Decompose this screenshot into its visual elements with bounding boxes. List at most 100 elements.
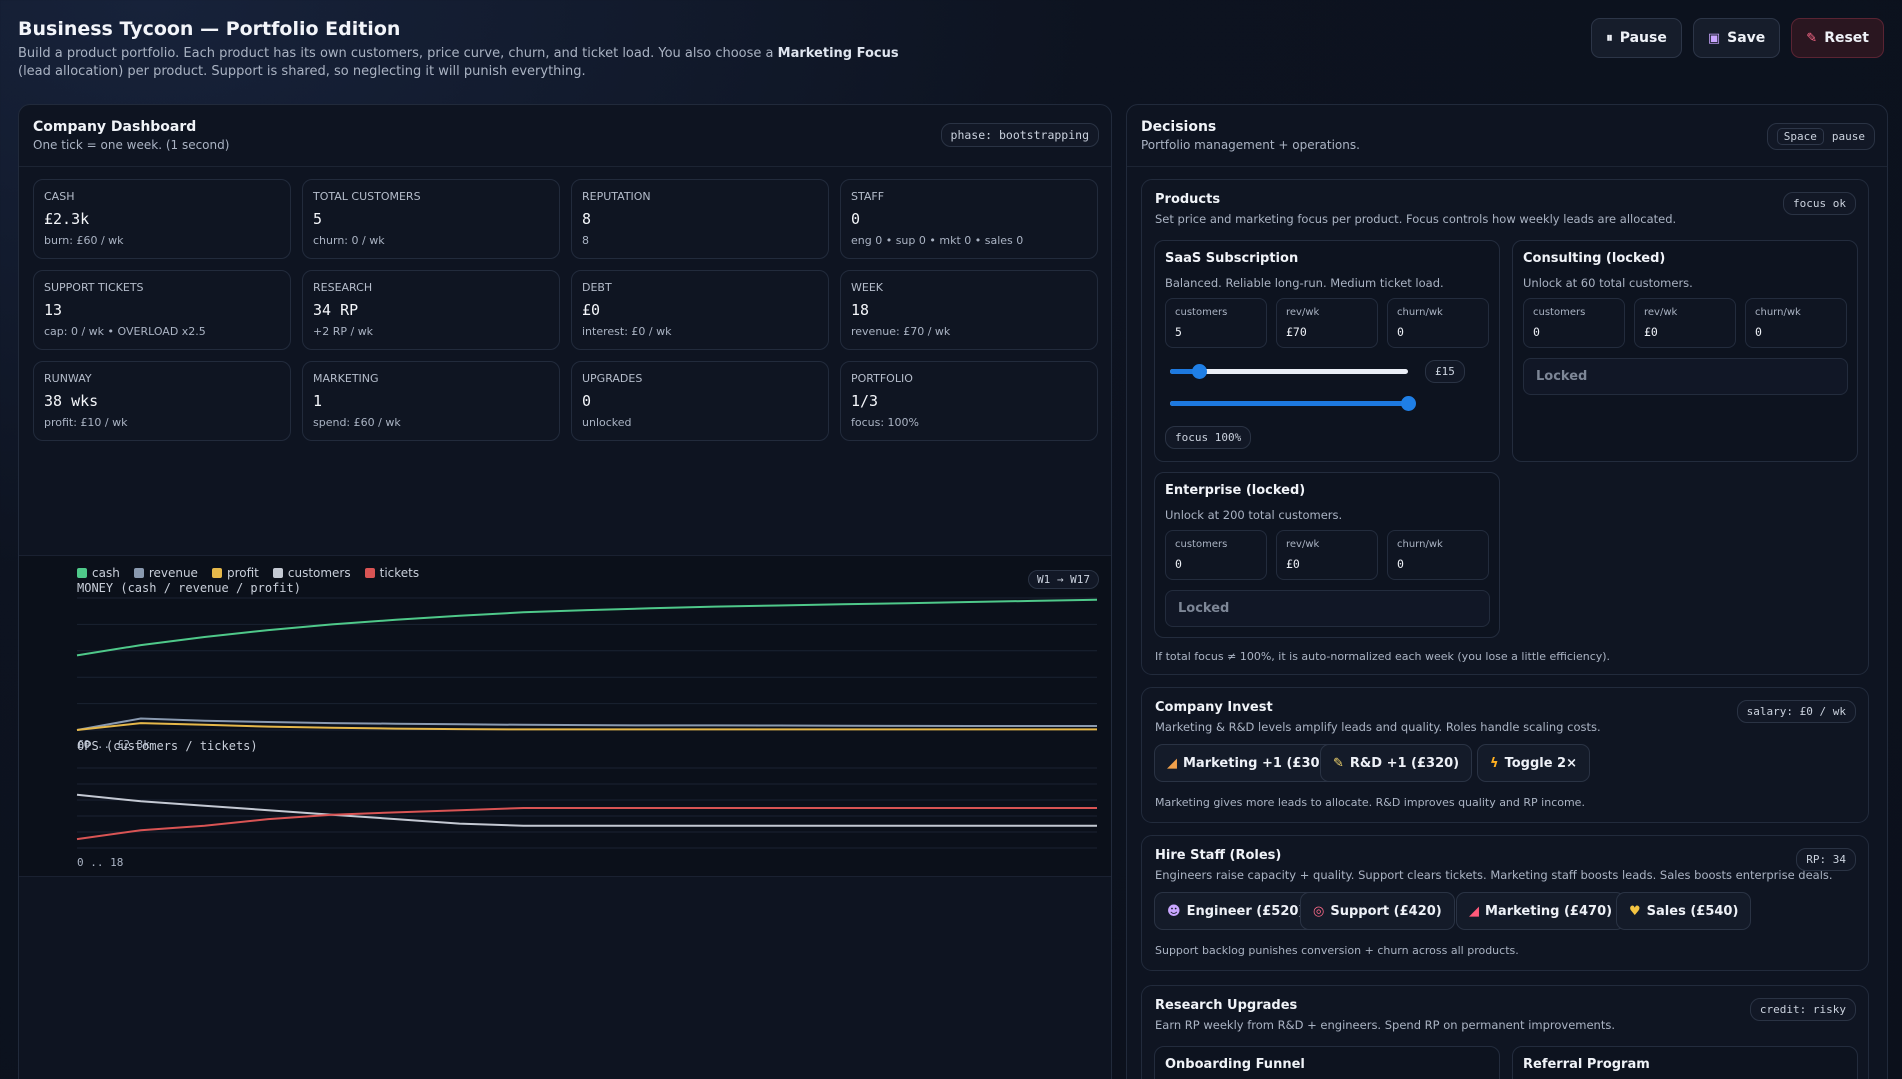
hire-support-button[interactable]: ◎ Support (£420)	[1300, 892, 1455, 930]
dashboard-subtitle: One tick = one week. (1 second)	[33, 138, 230, 152]
reset-button[interactable]: ✎ Reset	[1791, 18, 1884, 58]
chart-range-label: £0 .. £2.3k	[77, 738, 150, 751]
legend-swatch	[77, 568, 87, 578]
hire-sales-button[interactable]: ♥ Sales (£540)	[1616, 892, 1752, 930]
stat-label: Research	[313, 281, 373, 294]
product-card-consulting: Consulting (locked) Unlock at 60 total c…	[1512, 240, 1858, 462]
engineer-icon: ☻	[1167, 903, 1181, 919]
price-slider[interactable]	[1170, 364, 1408, 379]
metric-value: 0	[1397, 325, 1404, 339]
legend-swatch	[211, 568, 222, 578]
stat-card-reputation: Reputation 8 8	[571, 179, 829, 259]
toolbar: ⏸ Pause ▣ Save ✎ Reset	[1591, 18, 1884, 58]
series-line-profit	[76, 722, 1097, 731]
legend-swatch	[133, 568, 144, 578]
hire-engineer-button[interactable]: ☻ Engineer (£520)	[1154, 892, 1318, 930]
rnd-upgrade-button[interactable]: ✎ R&D +1 (£320)	[1320, 744, 1473, 782]
legend-swatch	[364, 568, 375, 578]
legend-label: customers	[287, 566, 351, 580]
stat-value: 18	[851, 301, 870, 319]
stat-sub: churn: 0 / wk	[313, 234, 385, 247]
focus-slider[interactable]	[1170, 396, 1416, 411]
decisions-header: Decisions Portfolio management + operati…	[1127, 105, 1887, 167]
series-line-cash	[76, 598, 1098, 657]
stat-label: Week	[851, 281, 883, 294]
focus-slider-handle[interactable]	[1401, 396, 1416, 411]
research-card-referral[interactable]: Referral Program	[1512, 1046, 1858, 1079]
legend-label: tickets	[379, 566, 420, 580]
stat-card-staff: Staff 0 eng 0 • sup 0 • mkt 0 • sales 0	[840, 179, 1098, 259]
keyboard-hint: Space pause	[1766, 123, 1875, 150]
pause-button[interactable]: ⏸ Pause	[1591, 18, 1682, 58]
decisions-title: Decisions	[1141, 119, 1217, 135]
legend-item-profit: profit	[211, 566, 259, 580]
stat-sub: eng 0 • sup 0 • mkt 0 • sales 0	[851, 234, 1024, 247]
revenue-metric: rev/wk £0	[1276, 530, 1378, 580]
product-name: Consulting (locked)	[1523, 251, 1666, 266]
button-label: Marketing +1 (£300)	[1183, 755, 1335, 771]
company-dashboard-panel: Company Dashboard One tick = one week. (…	[18, 104, 1112, 1079]
series-line-tickets	[76, 807, 1097, 841]
stat-sub: revenue: £70 / wk	[851, 325, 951, 338]
stat-sub: profit: £10 / wk	[44, 416, 128, 429]
save-label: Save	[1727, 30, 1766, 46]
app-title: Business Tycoon — Portfolio Edition	[18, 18, 401, 40]
stat-sub: cap: 0 / wk • OVERLOAD x2.5	[44, 325, 206, 338]
price-slider-handle[interactable]	[1191, 364, 1207, 379]
churn-metric: churn/wk 0	[1745, 298, 1847, 348]
stat-value: 34 RP	[313, 301, 359, 319]
lifebuoy-icon: ◎	[1313, 903, 1325, 919]
chart-week-range: W1 → W17	[1028, 570, 1099, 589]
products-section: Products Set price and marketing focus p…	[1141, 179, 1869, 675]
save-button[interactable]: ▣ Save	[1692, 18, 1781, 58]
metric-value: 5	[1175, 325, 1182, 339]
research-section: Research Upgrades Earn RP weekly from R&…	[1141, 985, 1869, 1079]
product-desc: Balanced. Reliable long-run. Medium tick…	[1165, 276, 1444, 290]
research-card-onboarding[interactable]: Onboarding Funnel	[1154, 1046, 1500, 1079]
app-description: Build a product portfolio. Each product …	[18, 45, 918, 81]
research-card-title: Referral Program	[1523, 1057, 1650, 1072]
hire-title: Hire Staff (Roles)	[1155, 848, 1282, 863]
toggle-speed-button[interactable]: ϟ Toggle 2×	[1477, 744, 1590, 782]
hire-note: Support backlog punishes conversion + ch…	[1155, 944, 1519, 957]
hire-marketing-button[interactable]: ◢ Marketing (£470)	[1456, 892, 1626, 930]
stat-label: Marketing	[313, 372, 379, 385]
product-card-enterprise: Enterprise (locked) Unlock at 200 total …	[1154, 472, 1500, 638]
stat-card-marketing: Marketing 1 spend: £60 / wk	[302, 361, 560, 441]
research-card-title: Onboarding Funnel	[1165, 1057, 1305, 1072]
rp-badge: RP: 34	[1796, 848, 1856, 871]
legend-label: cash	[92, 566, 120, 580]
handshake-icon: ♥	[1629, 903, 1641, 919]
products-title: Products	[1155, 192, 1221, 207]
megaphone-icon: ◢	[1167, 755, 1177, 771]
stat-sub: unlocked	[582, 416, 632, 429]
revenue-metric: rev/wk £70	[1276, 298, 1378, 348]
locked-indicator: Locked	[1165, 590, 1490, 627]
stat-label: Reputation	[582, 190, 651, 203]
price-slider-fill	[1170, 369, 1199, 374]
key-action: pause	[1831, 130, 1865, 143]
metric-value: 0	[1533, 325, 1540, 339]
focus-note: If total focus ≠ 100%, it is auto-normal…	[1155, 650, 1611, 663]
research-desc: Earn RP weekly from R&D + engineers. Spe…	[1155, 1018, 1615, 1032]
stat-value: £0	[582, 301, 601, 319]
stat-value: 1	[313, 392, 323, 410]
history-chart: cash revenue profit customers tickets W1 → W…	[19, 555, 1111, 877]
products-desc: Set price and marketing focus per produc…	[1155, 212, 1677, 226]
app-header: Business Tycoon — Portfolio Edition Buil…	[18, 18, 918, 81]
stat-card-research: Research 34 RP +2 RP / wk	[302, 270, 560, 350]
focus-status-badge: focus ok	[1783, 192, 1856, 215]
legend-item-tickets: tickets	[364, 566, 420, 580]
credit-badge: credit: risky	[1749, 998, 1856, 1021]
stat-sub: +2 RP / wk	[313, 325, 374, 338]
legend-item-revenue: revenue	[133, 566, 198, 580]
metric-value: 0	[1397, 557, 1404, 571]
hire-desc: Engineers raise capacity + quality. Supp…	[1155, 868, 1833, 882]
chart-range-label: 0 .. 18	[77, 856, 123, 869]
broom-icon: ✎	[1806, 30, 1818, 46]
chart-svg: MONEY (cash / revenue / profit) £0 .. £2.…	[76, 581, 1098, 869]
phase-badge: phase: bootstrapping	[940, 123, 1099, 147]
stat-value: 0	[851, 210, 861, 228]
metric-label: customers	[1175, 307, 1228, 318]
marketing-upgrade-button[interactable]: ◢ Marketing +1 (£300)	[1154, 744, 1348, 782]
